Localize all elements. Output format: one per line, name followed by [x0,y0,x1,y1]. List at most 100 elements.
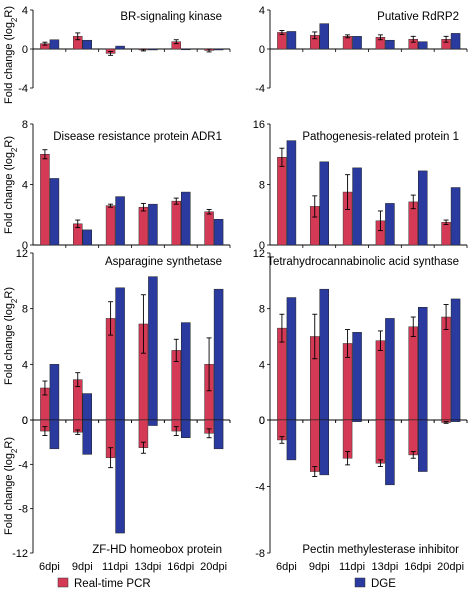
bar-dge [213,219,224,246]
panel-zf-hd-homeobox-protein: -12 -8 -4 0 6dpi 9dpi 11dpi 13dpi 16dpi 20dpi ZF-H… [12,415,231,573]
y-tick-label: 8 [259,304,265,316]
y-tick-label: 0 [259,415,265,427]
bar-real-time-pcr [277,32,287,50]
bar-dge [385,318,395,421]
legend-swatch [354,577,366,588]
legend-item: DGE [354,577,396,590]
bar-dge [115,287,125,421]
y-tick-label: 0 [22,415,28,427]
y-tick-label: -4 [255,83,265,95]
x-tick-label: 20dpi [437,561,464,573]
panel-putative-rdrp2: -4 0 4 Putative RdRP2 [255,5,468,95]
y-tick-label: 8 [22,119,28,131]
bar-dge [115,419,125,534]
x-tick-label: 13dpi [134,561,161,573]
x-tick-label: 16dpi [167,561,194,573]
legend-swatch [57,577,69,588]
panel-title: BR-signaling kinase [120,11,222,23]
bar-dge [148,276,158,421]
panel-title: Asparagine synthetase [105,256,222,268]
bar-dge [418,419,428,472]
bar-dge [82,229,92,246]
bar-dge [286,419,297,461]
x-tick-label: 6dpi [39,561,60,573]
y-tick-label: -4 [255,482,265,494]
x-tick-label: 16dpi [404,561,431,573]
y-tick-label: 0 [22,415,28,427]
bar-dge [49,39,60,50]
y-axis-label: Fold change (log2R) [3,437,19,535]
bar-dge [352,419,362,422]
bar-dge [418,41,428,50]
bar-dge [385,203,395,246]
x-tick-label: 11dpi [102,561,128,573]
bar-dge [148,203,158,246]
legend-item: Real-time PCR [57,577,151,590]
bar-dge [82,419,92,455]
x-tick-label: 9dpi [72,561,93,573]
y-tick-label: 0 [259,44,265,56]
x-tick-label: 6dpi [276,561,297,573]
bar-real-time-pcr [138,206,149,246]
y-axis-label: Fold change (log2R) [3,287,19,385]
bar-dge [319,288,329,421]
bar-dge [181,419,191,438]
y-tick-label: 16 [253,119,265,131]
y-tick-label: -8 [255,548,265,560]
y-axis-label: Fold change (log2R) [3,136,19,234]
bar-dge [418,170,428,246]
y-tick-label: 4 [22,359,28,371]
bar-real-time-pcr [310,419,320,472]
panel-title: Tetrahydrocannabinolic acid synthase [267,256,459,268]
y-tick-label: 4 [22,180,28,192]
y-tick-label: 4 [259,5,265,17]
bar-dge [286,140,297,246]
bar-real-time-pcr [441,316,451,421]
x-tick-label: 13dpi [371,561,398,573]
panel-br-signaling-kinase: -4 0 4 BR-signaling kinase [18,5,231,95]
bar-dge [450,419,461,422]
bar-dge [181,322,191,421]
bar-dge [352,167,362,246]
y-tick-label: -8 [18,504,28,516]
y-tick-label: 0 [22,44,28,56]
bar-dge [49,178,60,246]
bar-dge [213,419,224,450]
bar-dge [49,419,60,450]
x-tick-label: 20dpi [200,561,227,573]
y-tick-label: 4 [259,359,265,371]
panel-pathogenesis-related-protein-1: 0 8 16 Pathogenesis-related protein 1 [253,119,468,252]
bar-real-time-pcr [408,419,418,456]
y-tick-label: 8 [259,180,265,192]
y-tick-label: 0 [259,240,265,252]
bar-dge [450,298,461,421]
x-tick-label: 11dpi [339,561,365,573]
bar-dge [181,191,191,246]
bar-real-time-pcr [105,205,116,246]
y-tick-label: 0 [22,240,28,252]
y-tick-label: 8 [22,304,28,316]
bar-dge [319,23,329,50]
panel-asparagine-synthetase: 0 4 8 12 Asparagine synthetase [16,248,231,427]
panel-title: ZF-HD homeobox protein [92,544,222,556]
bar-dge [115,196,125,246]
bar-dge [450,187,461,246]
y-tick-label: 12 [16,248,28,260]
bar-dge [450,33,461,50]
bar-dge [385,419,395,486]
x-tick-label: 9dpi [309,561,330,573]
bar-dge [352,332,362,421]
bar-dge [82,39,92,50]
bar-real-time-pcr [171,200,181,246]
bar-dge [418,307,428,421]
y-tick-label: 12 [253,248,265,260]
panel-title: Pathogenesis-related protein 1 [302,131,459,143]
bar-dge [319,161,329,246]
bar-real-time-pcr [375,419,386,464]
bar-dge [352,36,362,50]
bar-dge [148,48,158,51]
bar-real-time-pcr [408,326,418,421]
